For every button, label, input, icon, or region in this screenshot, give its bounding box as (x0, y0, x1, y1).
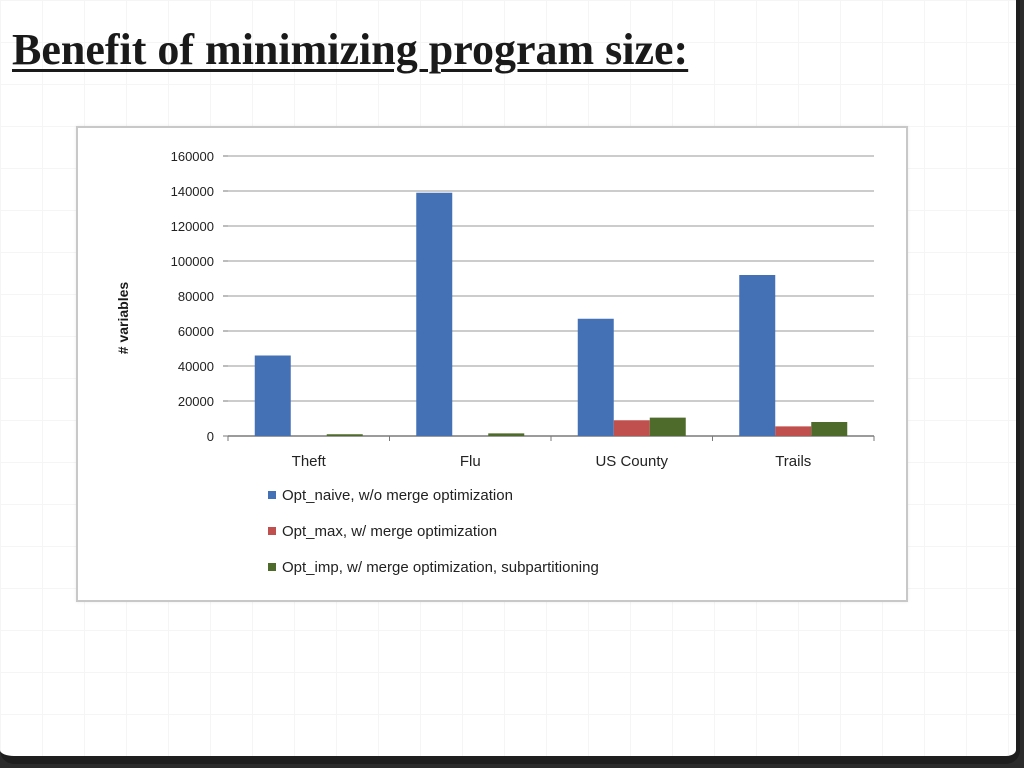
y-tick-label: 100000 (171, 254, 214, 269)
bar-chart: 0 20000 40000 60000 80000 100000 120000 140000 1… (115, 149, 875, 576)
y-tick-label: 120000 (171, 219, 214, 234)
gridlines (223, 155, 874, 437)
y-tick-labels: 0 20000 40000 60000 80000 100000 120000 140000 1… (171, 149, 214, 444)
y-tick-label: 80000 (178, 289, 214, 304)
bars (254, 192, 848, 436)
y-tick-label: 20000 (178, 394, 214, 409)
chart-frame: 0 20000 40000 60000 80000 100000 120000 140000 1… (76, 126, 908, 602)
bar-us-county-series-1 (577, 318, 614, 436)
bar-trails-series-1 (739, 275, 776, 436)
y-tick-label: 140000 (171, 184, 214, 199)
legend-label: Opt_imp, w/ merge optimization, subparti… (282, 559, 599, 576)
legend-label: Opt_naive, w/o merge optimization (282, 487, 513, 504)
legend-swatch (268, 527, 276, 535)
y-axis-label: # variables (115, 282, 131, 355)
slide-title: Benefit of minimizing program size: (12, 25, 689, 74)
bar-trails-series-2 (775, 426, 812, 436)
legend-swatch (268, 491, 276, 499)
y-tick-label: 0 (207, 429, 214, 444)
bar-theft-series-1 (254, 355, 291, 436)
bar-trails-series-3 (811, 422, 848, 436)
bar-us-county-series-3 (649, 417, 686, 436)
category-label: Flu (460, 453, 481, 470)
bar-flu-series-1 (416, 192, 453, 436)
bar-flu-series-3 (488, 433, 525, 436)
y-tick-label: 60000 (178, 324, 214, 339)
y-tick-label: 160000 (171, 149, 214, 164)
category-labels: Theft Flu US County Trails (292, 453, 812, 470)
legend-label: Opt_max, w/ merge optimization (282, 523, 497, 540)
category-label: Theft (292, 453, 327, 470)
category-label: Trails (775, 453, 811, 470)
bar-theft-series-3 (326, 434, 363, 436)
bar-us-county-series-2 (613, 420, 650, 436)
category-label: US County (595, 453, 668, 470)
legend-swatch (268, 563, 276, 571)
legend: Opt_naive, w/o merge optimization Opt_max… (268, 487, 599, 576)
x-axis (227, 436, 875, 441)
y-tick-label: 40000 (178, 359, 214, 374)
